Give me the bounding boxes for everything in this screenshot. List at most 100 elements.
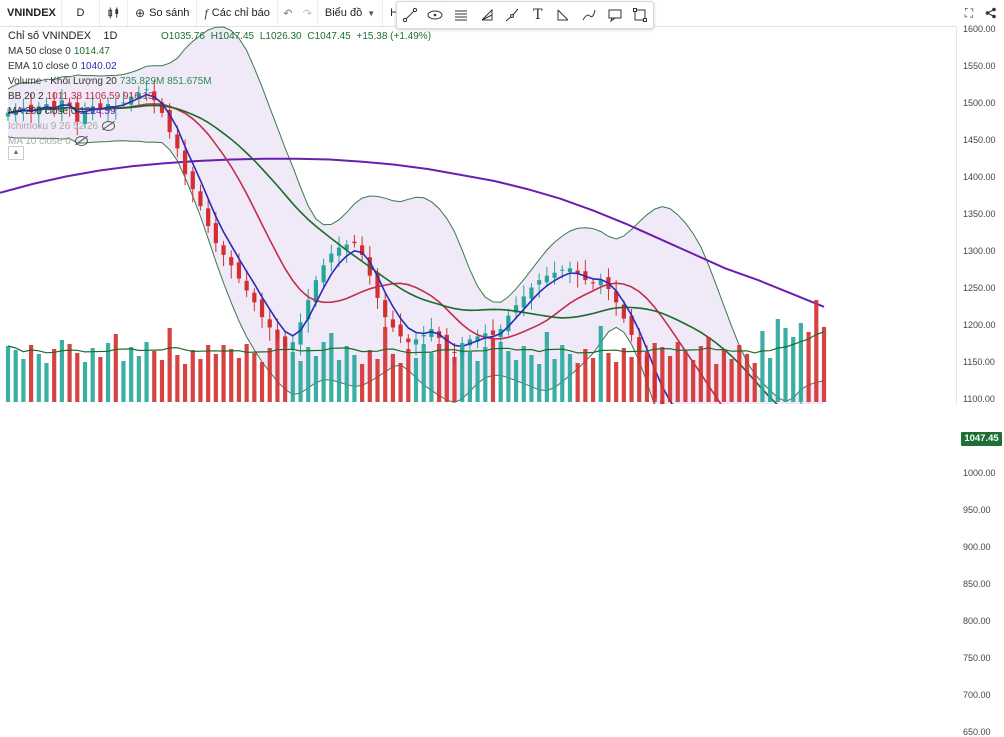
- volume-bar: [67, 344, 72, 402]
- volume-bar: [82, 362, 88, 402]
- price-tick-label: 1600.00: [963, 24, 996, 34]
- volume-bar: [406, 349, 411, 402]
- study-value: 735.829M 851.675M: [119, 76, 212, 87]
- study-bb[interactable]: BB 20 2 1011.38 1106.59 916.13: [8, 89, 212, 104]
- study-ma50[interactable]: MA 50 close 0 1014.47: [8, 44, 212, 59]
- brush-tool[interactable]: [579, 5, 599, 25]
- volume-bar: [691, 360, 696, 402]
- volume-bar: [59, 340, 64, 402]
- volume-bar: [614, 362, 619, 402]
- volume-bar: [436, 344, 442, 402]
- volume-bar: [321, 342, 326, 402]
- volume-bar: [629, 357, 634, 402]
- pattern-tool[interactable]: [553, 5, 573, 25]
- candles-style-button[interactable]: [100, 0, 128, 26]
- chart-type-button[interactable]: Biểu đồ ▼: [318, 0, 384, 26]
- text-tool[interactable]: T: [528, 5, 548, 25]
- share-button[interactable]: [982, 4, 1000, 22]
- volume-bar: [136, 356, 141, 402]
- study-volume[interactable]: Volume - Khối Lượng 20 735.829M 851.675M: [8, 74, 212, 89]
- candle-body: [206, 208, 211, 227]
- hidden-eye-icon[interactable]: [74, 136, 88, 147]
- study-ma200[interactable]: MA 200 close 0 1224.59: [8, 104, 212, 119]
- pitchfan-tool[interactable]: [477, 5, 497, 25]
- price-tick-label: 850.00: [963, 579, 991, 589]
- indicators-button[interactable]: f Các chỉ báo: [197, 0, 278, 26]
- price-tick-label: 1350.00: [963, 209, 996, 219]
- volume-bar: [444, 348, 449, 402]
- ellipse-tool[interactable]: [425, 5, 445, 25]
- fullscreen-button[interactable]: ⛶: [960, 4, 978, 22]
- pitchfan-icon: [481, 8, 493, 21]
- study-ma10[interactable]: MA 10 close 0: [8, 134, 212, 149]
- undo-icon: ↶: [283, 7, 293, 20]
- symbol-search-button[interactable]: VNINDEX: [0, 0, 62, 26]
- study-value: 1040.02: [80, 61, 117, 72]
- volume-bar: [598, 326, 603, 402]
- volume-bar: [475, 361, 480, 402]
- redo-button[interactable]: ↷: [298, 0, 318, 26]
- volume-bar: [98, 357, 103, 402]
- candle-body: [283, 336, 288, 347]
- undo-button[interactable]: ↶: [278, 0, 298, 26]
- volume-bar: [159, 360, 165, 402]
- price-tick-label: 1200.00: [963, 320, 996, 330]
- candle-body: [152, 91, 157, 101]
- ma200-line: [0, 157, 825, 308]
- price-tick-label: 1500.00: [963, 98, 996, 108]
- candle-body: [244, 280, 249, 291]
- fibonacci-tool[interactable]: [451, 5, 471, 25]
- volume-bar: [606, 353, 611, 402]
- candle-body: [575, 270, 580, 275]
- volume-bar: [252, 353, 257, 402]
- volume-bar: [313, 356, 319, 402]
- candle-body: [344, 244, 349, 250]
- candle-body: [306, 300, 311, 320]
- volume-bar: [768, 358, 773, 402]
- volume-ma-line: [7, 331, 825, 354]
- hidden-eye-icon[interactable]: [102, 121, 116, 132]
- volume-bar: [429, 353, 434, 402]
- callout-tool[interactable]: [605, 5, 625, 25]
- collapse-legend-button[interactable]: ▲: [8, 146, 24, 160]
- price-tick-label: 1100.00: [963, 394, 995, 404]
- volume-bar: [290, 352, 295, 402]
- candle-body: [236, 262, 242, 279]
- polyline-tool[interactable]: [502, 5, 522, 25]
- volume-bar: [775, 319, 780, 402]
- study-ichimoku[interactable]: Ichimoku 9 26 52 26: [8, 119, 212, 134]
- trend-line-tool[interactable]: [400, 5, 420, 25]
- compare-button[interactable]: ⊕ So sánh: [128, 0, 198, 26]
- candle-body: [490, 330, 496, 335]
- redo-icon: ↷: [302, 7, 312, 20]
- rectangle-tool[interactable]: [630, 5, 650, 25]
- volume-bar: [644, 352, 650, 402]
- indicators-label: Các chỉ báo: [211, 7, 270, 19]
- candle-body: [190, 171, 195, 190]
- add-circle-icon: ⊕: [135, 6, 146, 20]
- study-legend: MA 50 close 0 1014.47 EMA 10 close 0 1040.…: [8, 44, 212, 149]
- study-ema10[interactable]: EMA 10 close 0 1040.02: [8, 59, 212, 74]
- volume-bar: [452, 357, 457, 402]
- volume-bar: [706, 337, 711, 402]
- legend-interval: 1D: [103, 30, 118, 42]
- volume-bar: [421, 344, 426, 402]
- volume-bar: [783, 328, 788, 402]
- candle-body: [560, 269, 565, 271]
- candle-body: [329, 253, 334, 263]
- interval-button[interactable]: D: [62, 0, 100, 26]
- volume-bar: [483, 347, 488, 402]
- text-icon: T: [533, 7, 543, 23]
- volume-bar: [206, 345, 211, 402]
- volume-bar: [36, 354, 41, 402]
- fibonacci-icon: [454, 10, 467, 21]
- price-chart[interactable]: [0, 26, 957, 404]
- volume-bar: [367, 350, 372, 402]
- candle-body: [413, 339, 419, 345]
- volume-bar: [44, 363, 49, 402]
- price-tick-label: 950.00: [963, 505, 991, 515]
- candle-body: [198, 191, 203, 207]
- low-value: L1026.30: [259, 31, 302, 42]
- function-icon: f: [204, 5, 208, 20]
- price-axis[interactable]: 1600.00 1550.00 1500.00 1450.00 1400.00 1350.…: [956, 24, 1004, 737]
